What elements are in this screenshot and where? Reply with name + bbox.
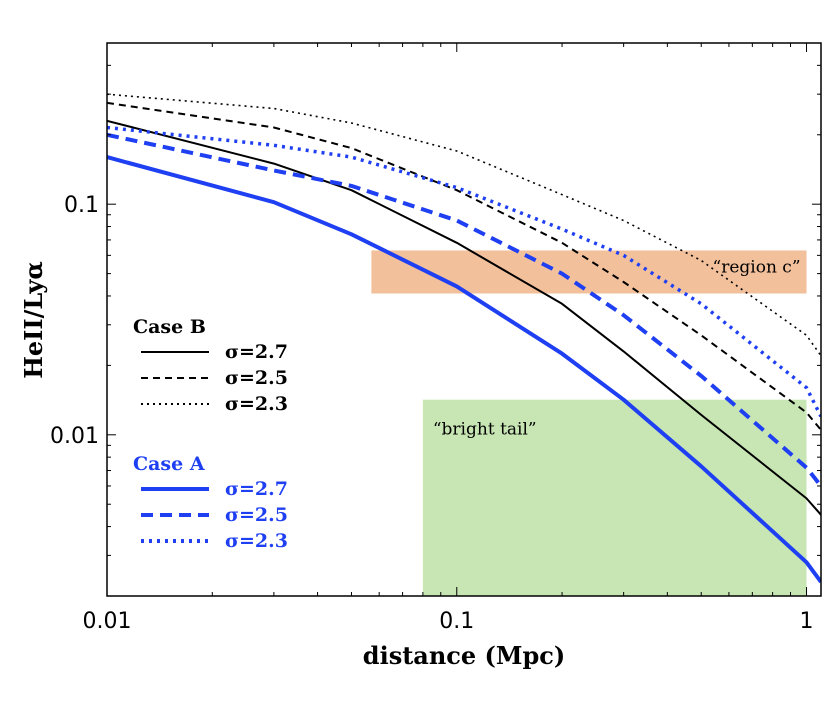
legend-entry-label: σ=2.7 — [225, 341, 288, 363]
legend-title-case-a: Case A — [133, 453, 205, 475]
legend-entry-label: σ=2.7 — [225, 478, 288, 500]
y-tick-label: 0.01 — [50, 424, 99, 449]
series-case-a-sigma-2-5 — [107, 132, 821, 488]
legend-entry-label: σ=2.3 — [225, 393, 288, 415]
bright-tail-region — [422, 399, 807, 596]
region-annotations: “region c” “bright tail” — [433, 257, 801, 439]
series-case-b-sigma-2-7 — [107, 119, 821, 516]
series-case-a-sigma-2-3 — [107, 125, 821, 418]
x-axis-title: distance (Mpc) — [363, 641, 565, 670]
series-case-a-sigma-2-7 — [107, 155, 821, 584]
axis-tick-labels: 0.01 0.1 1 0.01 0.1 — [50, 193, 814, 634]
y-tick-label: 0.1 — [64, 193, 99, 218]
region-c-region — [371, 250, 807, 294]
legend-entry-label: σ=2.3 — [225, 530, 288, 552]
legend-title-case-b: Case B — [133, 316, 206, 338]
axis-ticks — [106, 42, 821, 597]
legend-entry-label: σ=2.5 — [225, 367, 288, 389]
region-c-label: “region c” — [713, 257, 801, 277]
shaded-regions — [371, 250, 807, 596]
legend: Case B σ=2.7 σ=2.5 σ=2.3 Case A σ=2.7 σ=2.5 σ=2… — [133, 316, 288, 552]
plot-frame — [106, 42, 822, 597]
x-tick-label: 0.01 — [83, 609, 132, 634]
series-case-b-sigma-2-5 — [107, 101, 821, 431]
legend-entry-label: σ=2.5 — [225, 504, 288, 526]
x-tick-label: 1 — [800, 609, 814, 634]
series-case-b-sigma-2-3 — [107, 93, 821, 357]
bright-tail-label: “bright tail” — [433, 420, 537, 440]
y-axis-title: HeII/Lyα — [19, 261, 48, 379]
series-lines — [107, 93, 821, 584]
x-tick-label: 0.1 — [439, 609, 474, 634]
